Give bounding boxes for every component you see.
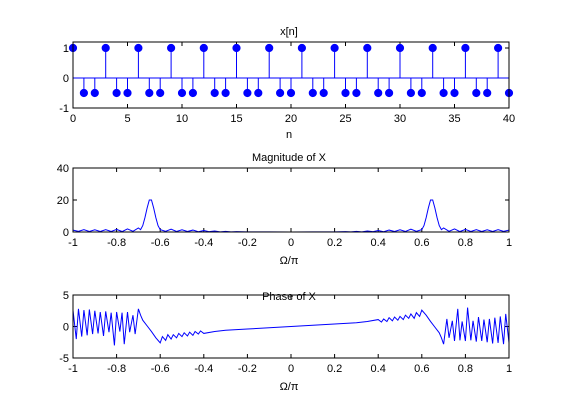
subplot-phase: Phase of X Ω/π -1 -0.8 -0.6 -0.4 -0.2 0 0.2 0.4… [59, 290, 512, 393]
subplot-0-stem-marker [439, 88, 448, 98]
subplot-0-stem-marker [221, 88, 230, 98]
subplot-0-stem-marker [156, 88, 165, 98]
subplot-0-stem-marker [450, 88, 459, 98]
subplot-0-stem-marker [374, 88, 383, 98]
subplot-2-xtick-label: -0.2 [238, 363, 257, 375]
subplot-phase-xlabel: Ω/π [280, 381, 299, 393]
subplot-0-stem-marker [177, 88, 187, 98]
subplot-0-stem-marker [385, 88, 394, 98]
subplot-2-xtick-label: -0.4 [194, 363, 213, 375]
subplot-0-stem-marker [79, 88, 89, 98]
subplot-0-stem-marker [199, 43, 208, 53]
subplot-xn: x[n] n 0 5 10 15 20 25 30 35 40-101 [59, 26, 515, 141]
subplot-0-stem-marker [232, 43, 241, 53]
subplot-1-xtick-label: -1 [68, 237, 78, 249]
subplot-2-xtick-label: 0.8 [458, 363, 473, 375]
subplot-0-stem-marker [265, 43, 274, 53]
subplot-phase-plot: -1 -0.8 -0.6 -0.4 -0.2 0 0.2 0.4 0.6 0.8 1 -5 0 5 [59, 290, 512, 375]
subplot-magnitude-frame [72, 167, 510, 233]
subplot-1-ytick-label: 20 [57, 195, 69, 207]
subplot-0-stem-marker [210, 88, 219, 98]
subplot-1-xtick-label: 0.8 [458, 237, 473, 249]
subplot-0-stem-marker [112, 88, 121, 98]
subplot-phase-title: Phase of X [262, 291, 316, 303]
subplot-0-stem-marker [417, 88, 426, 98]
subplot-2-xtick-label: 0.4 [371, 363, 386, 375]
subplot-0-stem-marker [395, 43, 405, 53]
subplot-0-stem-marker [188, 88, 197, 98]
subplot-0-xtick-label: 5 [124, 113, 130, 125]
subplot-2-ytick-label: 0 [63, 322, 69, 334]
subplot-magnitude-xlabel: Ω/π [280, 255, 299, 267]
subplot-2-ytick-label: 5 [63, 290, 69, 302]
subplot-0-xtick-label: 25 [339, 113, 351, 125]
subplot-phase-frame [72, 294, 510, 359]
subplot-2-ytick-label: -5 [59, 353, 69, 365]
subplot-0-ytick-label: -1 [59, 103, 69, 115]
subplot-0-xtick-label: 0 [70, 113, 76, 125]
subplot-1-xtick-label: -0.2 [238, 237, 257, 249]
subplot-0-stem-marker [461, 43, 470, 53]
subplot-0-stem-marker [123, 88, 132, 98]
subplot-0-xtick-label: 40 [503, 113, 515, 125]
subplot-1-xtick-label: -0.6 [151, 237, 170, 249]
subplot-0-xtick-label: 15 [230, 113, 242, 125]
subplot-1-xtick-label: -0.8 [107, 237, 126, 249]
subplot-0-stem-marker [276, 88, 285, 98]
subplot-1-xtick-label: 0.6 [414, 237, 429, 249]
subplot-xn-title: x[n] [280, 26, 298, 38]
subplot-0-stem-marker [134, 43, 143, 53]
subplot-2-xtick-label: -1 [68, 363, 78, 375]
subplot-xn-xlabel: n [286, 129, 292, 141]
subplot-2-xtick-label: 0 [288, 363, 294, 375]
subplot-0-stem-marker [167, 43, 176, 53]
subplot-0-stem-marker [90, 88, 99, 98]
subplot-0-stem-marker [308, 88, 317, 98]
subplot-1-ytick-label: 0 [63, 227, 69, 239]
subplot-0-stem-marker [483, 88, 492, 98]
subplot-0-xtick-label: 20 [285, 113, 297, 125]
subplot-0-xtick-label: 30 [394, 113, 406, 125]
subplot-0-stem-marker [286, 88, 296, 98]
subplot-2-xtick-label: -0.8 [107, 363, 126, 375]
subplot-0-ytick-label: 1 [63, 43, 69, 55]
subplot-0-stem-marker [363, 43, 372, 53]
subplot-0-stem-marker [428, 43, 437, 53]
subplot-2-xtick-label: -0.6 [151, 363, 170, 375]
subplot-2-series-line [72, 307, 510, 346]
subplot-0-stem-marker [297, 43, 306, 53]
subplot-0-stem-marker [406, 88, 415, 98]
subplot-0-stem-marker [145, 88, 154, 98]
subplot-0-stem-marker [254, 88, 263, 98]
subplot-0-stem-marker [494, 43, 503, 53]
subplot-xn-frame [72, 41, 510, 109]
subplot-magnitude: Magnitude of X Ω/π -1 -0.8 -0.6 -0.4 -0.2 0 0.… [57, 152, 512, 267]
subplot-0-stem-marker [319, 88, 328, 98]
subplot-1-ytick-label: 40 [57, 163, 69, 175]
subplot-magnitude-title: Magnitude of X [252, 152, 327, 164]
subplot-0-stem-marker [330, 43, 339, 53]
subplot-2-xtick-label: 0.2 [327, 363, 342, 375]
subplot-0-xtick-label: 35 [448, 113, 460, 125]
subplot-1-xtick-label: 0.2 [327, 237, 342, 249]
subplot-0-stem-marker [101, 43, 110, 53]
subplot-1-xtick-label: -0.4 [194, 237, 213, 249]
subplot-1-xtick-label: 0.4 [371, 237, 386, 249]
subplot-0-xtick-label: 10 [176, 113, 188, 125]
subplot-2-xtick-label: 1 [506, 363, 512, 375]
subplot-0-stem-marker [341, 88, 350, 98]
subplot-1-xtick-label: 1 [506, 237, 512, 249]
subplot-0-stem-marker [352, 88, 361, 98]
subplot-2-xtick-label: 0.6 [414, 363, 429, 375]
subplot-1-xtick-label: 0 [288, 237, 294, 249]
subplot-xn-plot: 0 5 10 15 20 25 30 35 40-101 [59, 42, 515, 125]
subplot-0-stem-marker [472, 88, 481, 98]
subplot-0-stem-marker [243, 88, 252, 98]
subplot-0-ytick-label: 0 [63, 73, 69, 85]
